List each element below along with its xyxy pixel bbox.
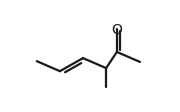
Text: O: O — [111, 23, 122, 37]
